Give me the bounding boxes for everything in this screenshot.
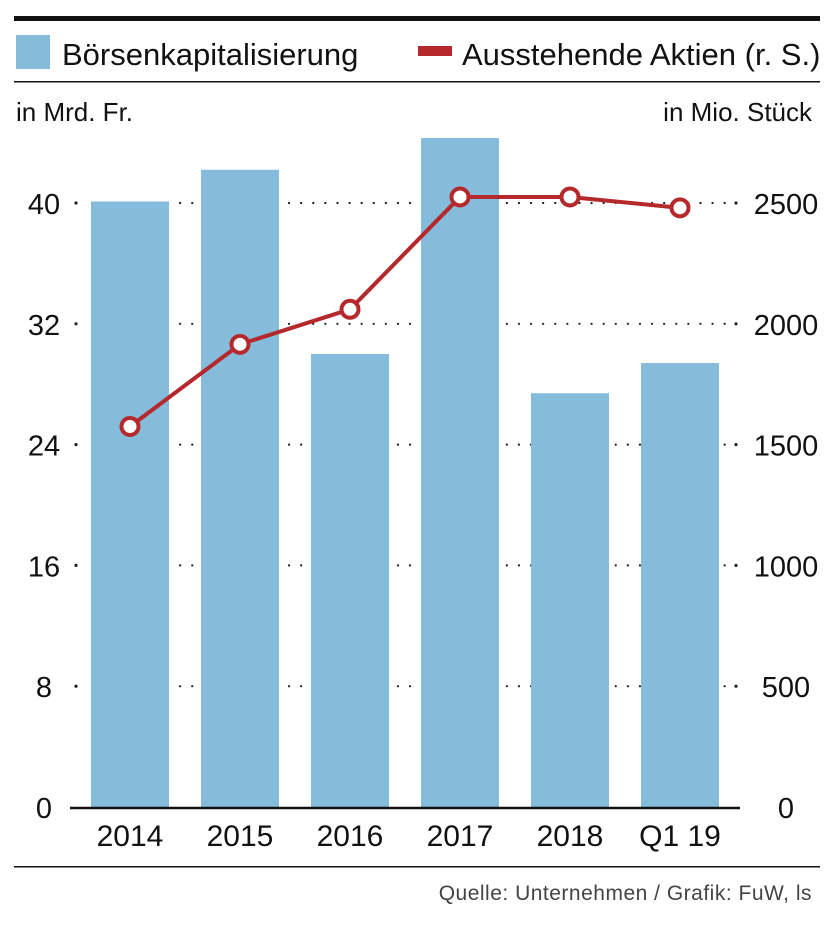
right-tick-label: 1000 (754, 551, 819, 583)
right-tick-label: 0 (778, 793, 794, 825)
left-tick-mark (74, 443, 78, 447)
line-path (128, 194, 681, 429)
bar-2015 (201, 169, 279, 807)
source-note: Quelle: Unternehmen / Grafik: FuW, ls (439, 882, 812, 905)
line-point-2018 (559, 186, 581, 208)
legend-rule (14, 81, 820, 83)
left-tick-label: 8 (36, 672, 52, 704)
right-axis-ticks: 0 500 1000 1500 2000 2500 (734, 189, 818, 825)
right-axis-unit: in Mio. Stück (663, 97, 813, 127)
category-label: 2015 (207, 820, 274, 853)
right-tick-label: 2500 (754, 189, 819, 221)
bottom-rule (14, 866, 820, 868)
left-tick-mark (74, 201, 78, 205)
right-tick-label: 2000 (754, 310, 819, 342)
left-axis-ticks: 0 8 16 24 32 40 (28, 189, 78, 825)
x-axis-labels: 2014 2015 2016 2017 2018 Q1 19 (97, 820, 721, 853)
left-tick-label: 16 (28, 551, 60, 583)
right-tick-mark (734, 684, 738, 688)
legend-swatch-bars (16, 35, 50, 69)
line-point-2017 (449, 186, 471, 208)
right-tick-mark (734, 201, 738, 205)
legend: Börsenkapitalisierung Ausstehende Aktien… (16, 35, 820, 72)
right-tick-label: 500 (762, 672, 810, 704)
line-point-2015 (229, 333, 251, 355)
category-label: 2016 (317, 820, 384, 853)
right-tick-mark (734, 443, 738, 447)
line-point-2014 (119, 415, 141, 437)
legend-label-line: Ausstehende Aktien (r. S.) (462, 37, 820, 72)
line-point-2016 (339, 298, 361, 320)
line-point-q1-19 (669, 197, 691, 219)
legend-swatch-line (418, 46, 452, 56)
left-tick-label: 24 (28, 431, 60, 463)
left-tick-label: 0 (36, 793, 52, 825)
bar-2016 (311, 354, 389, 807)
bar-2014 (91, 201, 169, 808)
right-tick-mark (734, 322, 738, 326)
left-tick-mark (74, 563, 78, 568)
category-label: 2018 (537, 820, 604, 853)
bar-2018 (531, 393, 609, 807)
legend-label-bars: Börsenkapitalisierung (62, 37, 358, 72)
bar-series (91, 138, 719, 808)
left-tick-label: 40 (28, 189, 60, 221)
left-tick-label: 32 (28, 310, 60, 342)
left-axis-unit: in Mrd. Fr. (16, 97, 133, 127)
right-tick-label: 1500 (754, 431, 819, 463)
category-label: Q1 19 (639, 820, 721, 853)
category-label: 2017 (427, 820, 494, 853)
bar-2017 (421, 138, 499, 807)
left-tick-mark (74, 684, 78, 688)
line-series (119, 186, 691, 437)
category-label: 2014 (97, 820, 164, 853)
bar-q1-19 (641, 363, 719, 807)
top-rule (14, 16, 820, 21)
right-tick-mark (734, 563, 738, 568)
left-tick-mark (74, 322, 78, 326)
